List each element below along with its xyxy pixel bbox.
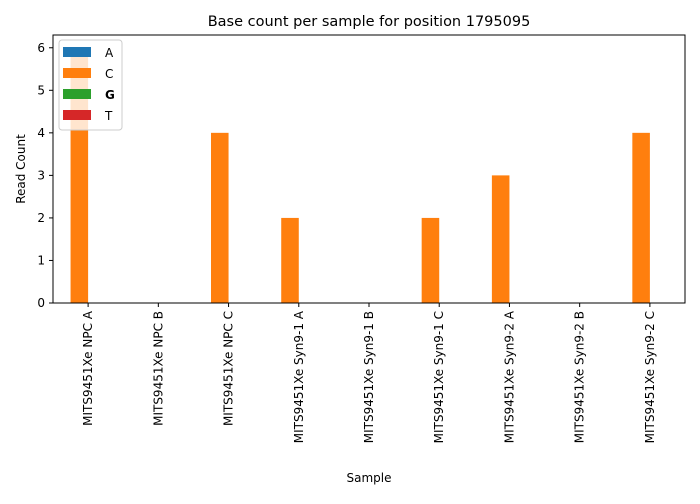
legend-frame xyxy=(58,39,123,131)
x-tick-label: MITS9451Xe Syn9-2 B xyxy=(573,311,587,443)
bars-group xyxy=(70,47,650,304)
x-tick-label: MITS9451Xe NPC A xyxy=(81,310,95,426)
y-tick-label: 3 xyxy=(37,168,45,182)
y-tick-label: 6 xyxy=(37,41,45,55)
legend-label-g: G xyxy=(105,88,115,102)
legend-label-a: A xyxy=(105,46,114,60)
x-axis: MITS9451Xe NPC A MITS9451Xe NPC B MITS9451… xyxy=(81,303,657,443)
plot-frame xyxy=(52,34,686,304)
x-tick-label: MITS9451Xe Syn9-1 A xyxy=(292,310,306,443)
y-tick-label: 0 xyxy=(37,296,45,310)
x-axis-label: Sample xyxy=(347,471,392,485)
legend-label-t: T xyxy=(104,109,113,123)
bar-c-5 xyxy=(421,217,440,303)
x-tick-label: MITS9451Xe Syn9-2 C xyxy=(643,311,657,443)
legend-label-c: C xyxy=(105,67,113,81)
x-tick-label: MITS9451Xe Syn9-2 A xyxy=(502,310,516,443)
bar-c-6 xyxy=(491,175,510,303)
y-tick-label: 1 xyxy=(37,253,45,267)
x-tick-label: MITS9451Xe Syn9-1 B xyxy=(362,311,376,443)
y-tick-label: 2 xyxy=(37,211,45,225)
y-axis: 0 1 2 3 4 5 6 xyxy=(37,41,53,310)
y-tick-label: 5 xyxy=(37,83,45,97)
legend-swatch-g xyxy=(63,89,91,99)
x-tick-label: MITS9451Xe NPC C xyxy=(222,311,236,426)
y-tick-label: 4 xyxy=(37,126,45,140)
chart-title: Base count per sample for position 17950… xyxy=(208,14,531,30)
x-tick-label: MITS9451Xe Syn9-1 C xyxy=(432,311,446,443)
bar-c-3 xyxy=(281,217,299,303)
y-axis-label: Read Count xyxy=(14,134,28,204)
legend-swatch-c xyxy=(63,68,91,78)
bar-c-2 xyxy=(211,132,229,303)
legend-swatch-a xyxy=(63,47,91,57)
bar-c-8 xyxy=(632,132,650,303)
x-tick-label: MITS9451Xe NPC B xyxy=(151,311,165,426)
legend-swatch-t xyxy=(63,110,91,120)
